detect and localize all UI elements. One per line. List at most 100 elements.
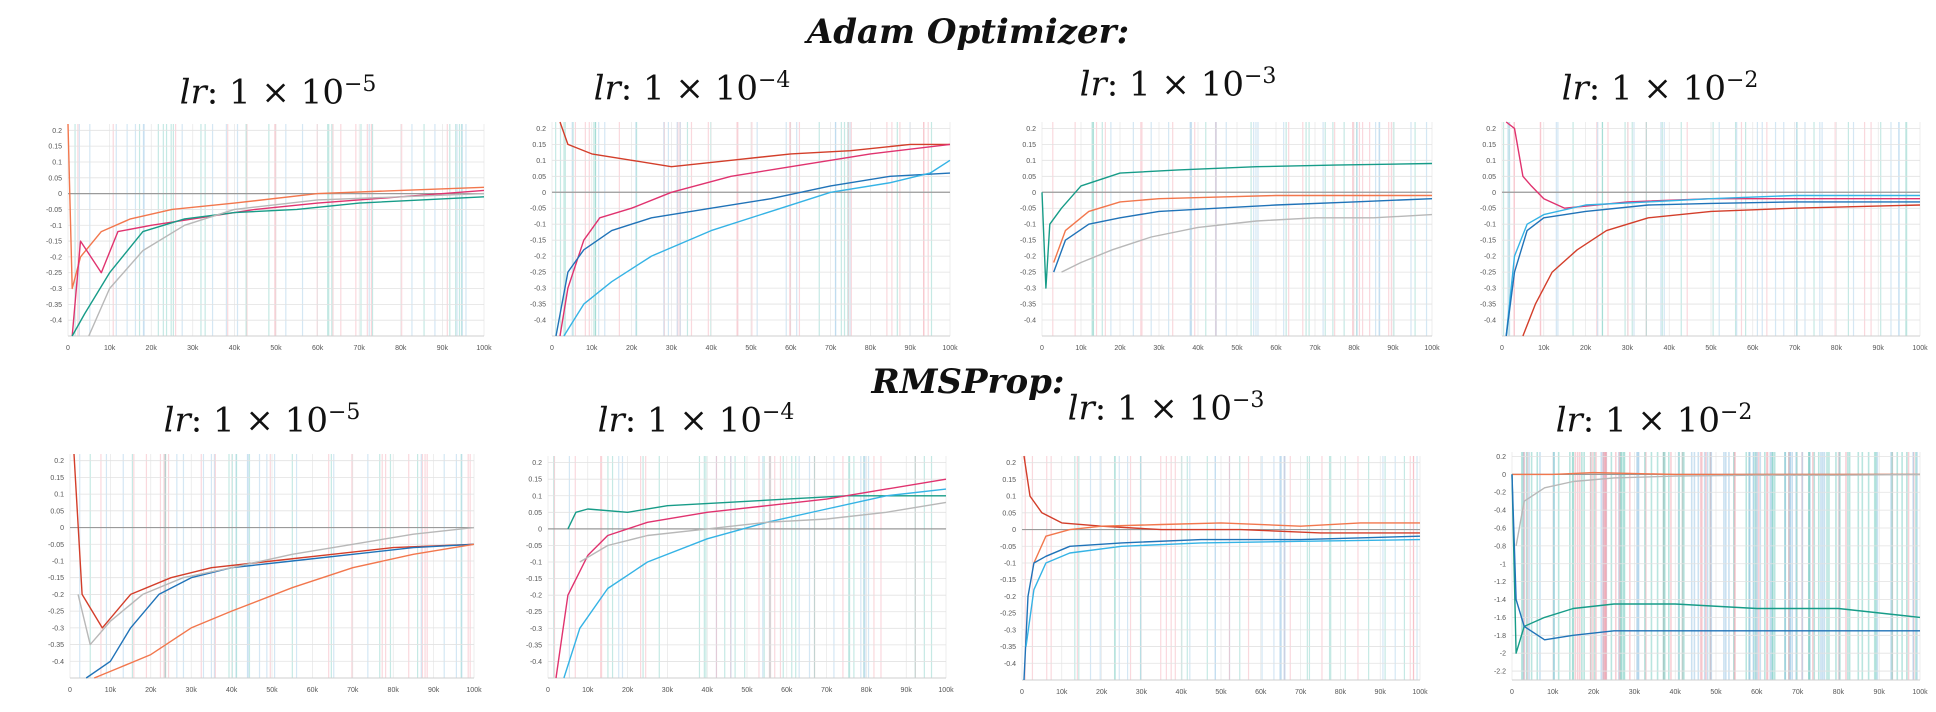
lr-exponent: −2 [1719,400,1753,425]
y-tick-label: 0.1 [54,492,64,499]
y-tick-label: 0.2 [1006,460,1016,467]
x-tick-label: 90k [1375,689,1387,696]
x-tick-label: 10k [105,687,117,694]
x-tick-label: 80k [1335,689,1347,696]
gridlines [1021,456,1421,680]
lr-label: lr: 1 × 10−4 [593,68,791,109]
x-tick-label: 40k [229,345,241,352]
lr-mantissa: 1 × 10 [1128,64,1244,105]
x-tick-label: 50k [1231,345,1243,352]
y-tick-label: -0.2 [1484,254,1496,261]
y-tick-label: -1.4 [1494,597,1506,604]
lr-exponent: −5 [343,72,377,97]
lr-label: lr: 1 × 10−5 [163,400,361,441]
lr-prefix: lr [179,72,207,113]
series-line-gray [579,501,947,563]
x-tick-label: 30k [186,687,198,694]
series-line-blue [1505,201,1920,337]
x-tick-label: 20k [626,345,638,352]
y-tick-label: 0.05 [532,174,546,181]
series-line-cyan [1025,538,1421,647]
x-tick-label: 100k [1424,345,1440,352]
x-tick-label: 60k [1255,689,1267,696]
x-tick-label: 0 [1040,345,1044,352]
series-line-magenta [1505,121,1920,209]
x-tick-label: 90k [437,345,449,352]
x-tick-label: 20k [1114,345,1126,352]
lr-prefix: lr [1067,388,1095,429]
lr-label: lr: 1 × 10−4 [597,400,795,441]
x-tick-label: 80k [1831,345,1843,352]
series-line-gray [88,192,485,337]
y-tick-label: -0.15 [1000,577,1016,584]
x-tick-label: 60k [1747,345,1759,352]
x-tick-label: 30k [1622,345,1634,352]
chart-panel-5: 0.2 0.15 0.1 0.05 0 -0.05 -0.1 -0.15 -0.2 -0.25 -0… [48,453,482,694]
y-tick-label: -0.1 [52,558,64,565]
series-line-red [73,453,475,629]
lr-prefix: lr [1555,400,1583,441]
series-line-cyan [563,159,951,337]
chart-panel-1: 0.2 0.15 0.1 0.05 0 -0.05 -0.1 -0.15 -0.2 -0.25 -0… [46,123,492,352]
series-line-teal [567,495,946,530]
series-line-orange [93,543,475,679]
x-tick-label: 70k [1792,689,1804,696]
x-tick-label: 70k [1309,345,1321,352]
x-tick-label: 50k [1710,689,1722,696]
x-tick-label: 50k [741,687,753,694]
y-tick-label: -1 [1500,561,1506,568]
y-tick-label: -0.15 [46,239,62,246]
y-tick-label: -0.3 [1484,286,1496,293]
y-tick-label: -0.1 [534,222,546,229]
y-tick-label: -0.35 [1480,302,1496,309]
y-tick-label: -0.25 [1020,270,1036,277]
series-line-red [559,121,950,168]
x-tick-label: 10k [1056,689,1068,696]
x-tick-label: 70k [347,687,359,694]
x-tick-label: 70k [1789,345,1801,352]
y-tick-label: 0 [1012,527,1016,534]
y-tick-label: -0.2 [52,592,64,599]
x-tick-label: 100k [942,345,958,352]
gridlines [1041,122,1433,336]
y-tick-label: -0.4 [1494,508,1506,515]
y-tick-label: -0.35 [46,302,62,309]
y-tick-label: -0.25 [1000,611,1016,618]
y-tick-label: -0.2 [1024,254,1036,261]
y-tick-label: -0.25 [1480,270,1496,277]
series-line-teal [71,196,485,337]
x-tick-label: 50k [745,345,757,352]
x-tick-label: 0 [1020,689,1024,696]
y-tick-label: 0.2 [1486,126,1496,133]
y-tick-label: 0.1 [536,158,546,165]
x-tick-label: 80k [1348,345,1360,352]
y-tick-label: -0.4 [52,659,64,666]
y-tick-label: -0.2 [534,254,546,261]
series-line-red [1023,455,1420,534]
x-tick-label: 40k [1664,345,1676,352]
x-tick-label: 40k [226,687,238,694]
lr-exponent: −3 [1231,388,1265,413]
y-tick-label: -0.15 [1480,238,1496,245]
event-bands [1502,122,1908,336]
y-tick-label: 0 [60,525,64,532]
x-tick-label: 40k [706,345,718,352]
x-tick-label: 100k [1912,345,1928,352]
y-tick-label: -0.05 [1020,206,1036,213]
x-tick-label: 70k [354,345,366,352]
x-tick-label: 0 [1510,689,1514,696]
lr-exponent: −4 [761,400,795,425]
x-tick-label: 0 [66,345,70,352]
lr-prefix: lr [593,68,621,109]
y-tick-label: -0.2 [1494,490,1506,497]
x-tick-label: 40k [1192,345,1204,352]
y-tick-label: 0.1 [52,159,62,166]
lr-label: lr: 1 × 10−2 [1555,400,1753,441]
y-tick-label: 0.15 [1482,142,1496,149]
gridlines [551,122,951,336]
y-tick-label: -0.3 [1004,627,1016,634]
x-tick-label: 80k [865,345,877,352]
y-tick-label: 0.15 [1002,477,1016,484]
section-title-text: Adam Optimizer [806,12,1117,52]
section-title-adam: Adam Optimizer: [806,12,1130,52]
